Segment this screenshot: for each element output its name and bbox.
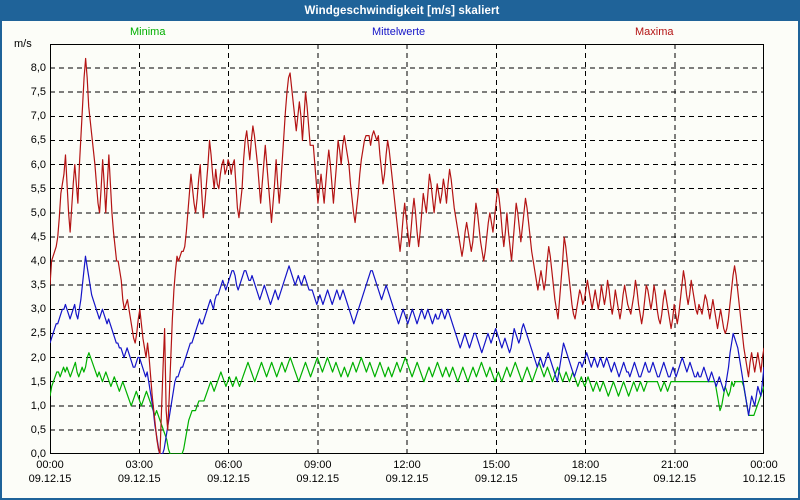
- x-axis-tick-time: 06:00: [214, 459, 243, 471]
- x-axis-tick-date: 09.12.15: [296, 473, 340, 485]
- legend-item-maxima: Maxima: [635, 26, 674, 38]
- series-lines: [50, 57, 764, 454]
- x-axis-tick: 21:00 09.12.15: [653, 458, 696, 486]
- x-axis-tick-time: 15:00: [482, 459, 511, 471]
- x-axis-tick-date: 10.12.15: [742, 473, 786, 485]
- plot-background: [50, 44, 764, 454]
- x-axis-tick-date: 09.12.15: [474, 473, 518, 485]
- legend-item-minima: Minima: [130, 26, 165, 38]
- series-line-mittelwerte: [50, 255, 764, 454]
- x-axis-tick-date: 09.12.15: [207, 473, 250, 485]
- x-axis-tick-date: 09.12.15: [117, 473, 161, 485]
- y-axis-tick: 0,0: [30, 448, 46, 460]
- y-axis-tick: 3,5: [30, 279, 46, 292]
- x-axis-tick: 03:00 09.12.15: [118, 458, 161, 486]
- x-axis-tick-time: 12:00: [393, 459, 421, 471]
- x-axis-tick-time: 03:00: [125, 459, 154, 471]
- page-title: Windgeschwindigkeit [m/s] skaliert: [304, 5, 500, 17]
- window-title-bar: Windgeschwindigkeit [m/s] skaliert: [2, 2, 798, 21]
- x-axis-tick-date: 09.12.15: [564, 473, 607, 485]
- y-axis-tick-labels: 8,0 7,5 7,0 6,5 6,0 5,5 5,0 4,5 4,0 3,5 3,0 2,5 2,0 1…: [2, 2, 46, 498]
- legend-item-mittelwerte: Mittelwerte: [372, 26, 425, 38]
- grid-lines: [50, 44, 764, 454]
- series-line-minima: [50, 352, 764, 454]
- x-axis-tick: 18:00 09.12.15: [564, 458, 607, 486]
- y-axis-tick: 6,5: [30, 134, 46, 147]
- x-axis-tick-time: 00:00: [750, 459, 778, 471]
- y-axis-tick: 8,0: [30, 62, 46, 75]
- chart-canvas: [50, 44, 764, 454]
- y-axis-tick: 6,0: [30, 158, 46, 171]
- x-axis-tick: 06:00 09.12.15: [207, 458, 250, 486]
- y-axis-unit-label: m/s: [14, 38, 32, 50]
- x-axis-tick-date: 09.12.15: [385, 473, 429, 485]
- x-axis-tick-time: 18:00: [571, 459, 600, 471]
- y-axis-tick: 1,5: [30, 375, 46, 388]
- y-axis-tick: 7,5: [30, 86, 46, 99]
- y-axis-tick: 2,5: [30, 327, 46, 340]
- x-axis-tick: 15:00 09.12.15: [475, 458, 518, 486]
- x-axis-tick-date: 09.12.15: [28, 473, 72, 485]
- y-axis-tick: 1,0: [30, 399, 46, 412]
- x-axis-tick-date: 09.12.15: [653, 473, 697, 485]
- x-axis-tick: 00:00 09.12.15: [29, 458, 72, 486]
- y-axis-tick: 4,0: [30, 255, 46, 268]
- plot-area: [50, 44, 764, 454]
- legend-label-minima: Minima: [130, 26, 166, 38]
- y-axis-tick: 3,0: [30, 303, 46, 316]
- y-axis-tick: 7,0: [30, 110, 46, 123]
- x-axis-tick-time: 21:00: [660, 459, 689, 471]
- y-axis-tick: 2,0: [30, 351, 46, 364]
- series-line-maxima: [50, 57, 764, 454]
- x-axis-tick: 12:00 09.12.15: [386, 458, 429, 486]
- y-axis-tick: 0,5: [30, 423, 46, 436]
- x-axis-tick: 00:00 10.12.15: [743, 458, 786, 486]
- x-axis-tick: 09:00 09.12.15: [296, 458, 339, 486]
- x-axis-tick-labels: 00:00 09.12.15 03:00 09.12.15 06:00 09.12.15 0…: [2, 458, 798, 498]
- x-axis-tick-time: 00:00: [36, 459, 64, 471]
- legend-label-mittelwerte: Mittelwerte: [372, 26, 426, 38]
- legend-label-maxima: Maxima: [635, 26, 674, 38]
- y-axis-tick: 5,0: [30, 206, 46, 219]
- y-axis-tick: 4,5: [30, 230, 46, 243]
- y-axis-tick: 5,5: [30, 182, 46, 195]
- x-axis-tick-time: 09:00: [303, 459, 332, 471]
